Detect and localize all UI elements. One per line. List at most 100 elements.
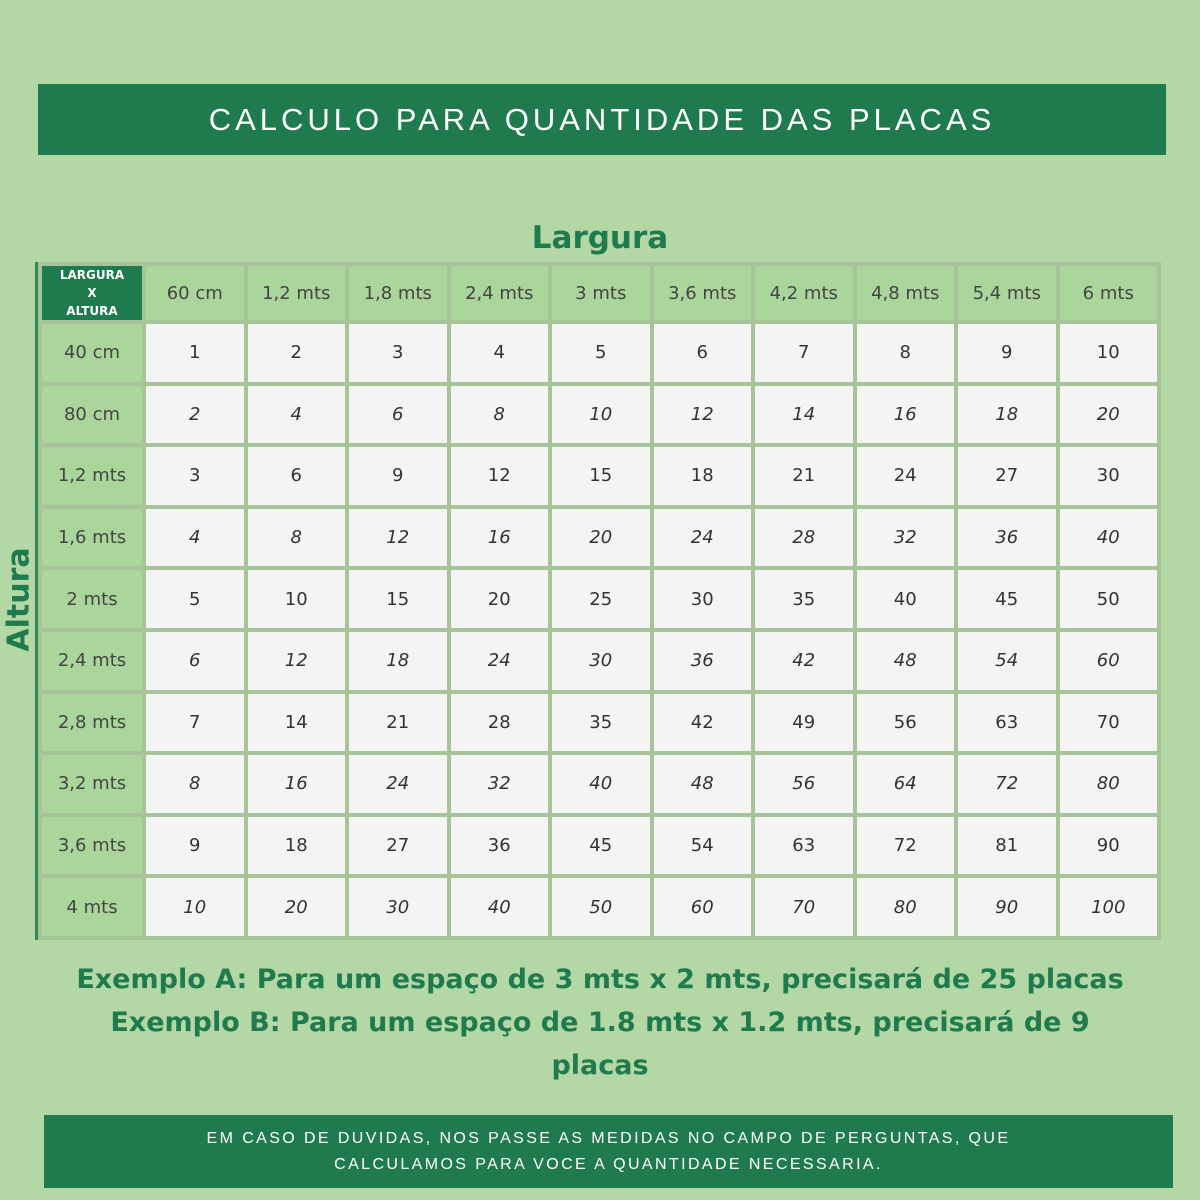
table-cell: 12 — [247, 631, 345, 690]
table-cell: 24 — [450, 631, 548, 690]
row-header: 2 mts — [42, 570, 142, 628]
row-header: 1,6 mts — [42, 508, 142, 567]
table-cell: 64 — [856, 755, 954, 813]
footer-line: CALCULAMOS PARA VOCE A QUANTIDADE NECESS… — [334, 1155, 883, 1173]
table-cell: 42 — [653, 693, 751, 752]
table-cell: 2 — [247, 324, 345, 382]
table-cell: 35 — [755, 570, 853, 628]
table-cell: 60 — [1059, 631, 1157, 690]
table-cell: 8 — [856, 324, 954, 382]
footer-line: EM CASO DE DUVIDAS, NOS PASSE AS MEDIDAS… — [206, 1129, 1011, 1147]
table-cell: 18 — [247, 816, 345, 875]
table-cell: 9 — [958, 324, 1056, 382]
table-cell: 24 — [653, 508, 751, 567]
table-cell: 40 — [450, 878, 548, 936]
table-cell: 27 — [958, 447, 1056, 505]
table-cell: 21 — [349, 693, 447, 752]
table-cell: 54 — [653, 816, 751, 875]
table-cell: 63 — [958, 693, 1056, 752]
table-cell: 1 — [146, 324, 244, 382]
table-row: 40 cm 1 2 3 4 5 6 7 8 9 10 — [42, 324, 1157, 382]
table-cell: 10 — [247, 570, 345, 628]
table-cell: 10 — [552, 385, 650, 444]
table-cell: 4 — [247, 385, 345, 444]
table-cell: 24 — [349, 755, 447, 813]
row-header: 2,8 mts — [42, 693, 142, 752]
table-cell: 81 — [958, 816, 1056, 875]
row-header: 3,6 mts — [42, 816, 142, 875]
row-header: 40 cm — [42, 324, 142, 382]
column-header: 3,6 mts — [653, 266, 751, 320]
table-cell: 16 — [450, 508, 548, 567]
table-row: 4 mts 10 20 30 40 50 60 70 80 90 100 — [42, 878, 1157, 936]
table-cell: 40 — [856, 570, 954, 628]
table-cell: 15 — [349, 570, 447, 628]
table-cell: 90 — [1059, 816, 1157, 875]
column-header: 5,4 mts — [958, 266, 1056, 320]
table-cell: 12 — [450, 447, 548, 505]
table-cell: 30 — [1059, 447, 1157, 505]
table-cell: 50 — [552, 878, 650, 936]
table-cell: 32 — [450, 755, 548, 813]
column-header: 4,8 mts — [856, 266, 954, 320]
table-cell: 30 — [349, 878, 447, 936]
column-header: 60 cm — [146, 266, 244, 320]
corner-line: LARGURA — [59, 268, 125, 282]
table-cell: 7 — [146, 693, 244, 752]
table-cell: 56 — [856, 693, 954, 752]
table-cell: 18 — [349, 631, 447, 690]
table-cell: 9 — [146, 816, 244, 875]
table-cell: 28 — [450, 693, 548, 752]
table-cell: 16 — [856, 385, 954, 444]
column-header: 1,8 mts — [349, 266, 447, 320]
table-cell: 72 — [856, 816, 954, 875]
footer-banner: EM CASO DE DUVIDAS, NOS PASSE AS MEDIDAS… — [44, 1115, 1173, 1188]
table-cell: 21 — [755, 447, 853, 505]
table-cell: 16 — [247, 755, 345, 813]
corner-cell: LARGURA X ALTURA — [42, 266, 142, 320]
table-cell: 6 — [349, 385, 447, 444]
table-cell: 40 — [552, 755, 650, 813]
table-cell: 27 — [349, 816, 447, 875]
table-cell: 35 — [552, 693, 650, 752]
table-cell: 48 — [653, 755, 751, 813]
table-cell: 32 — [856, 508, 954, 567]
table-cell: 45 — [958, 570, 1056, 628]
example-b: Exemplo B: Para um espaço de 1.8 mts x 1… — [110, 1007, 1090, 1081]
height-axis-label: Altura — [1, 547, 37, 652]
table-cell: 2 — [146, 385, 244, 444]
table-cell: 70 — [755, 878, 853, 936]
row-header: 2,4 mts — [42, 631, 142, 690]
width-axis-label: Largura — [531, 220, 669, 256]
examples: Exemplo A: Para um espaço de 3 mts x 2 m… — [0, 958, 1200, 1087]
table-cell: 3 — [146, 447, 244, 505]
table-cell: 40 — [1059, 508, 1157, 567]
table-cell: 6 — [146, 631, 244, 690]
table-cell: 56 — [755, 755, 853, 813]
table-header-row: LARGURA X ALTURA 60 cm 1,2 mts 1,8 mts 2,4 … — [42, 266, 1157, 320]
corner-line: ALTURA — [66, 304, 118, 318]
table-cell: 14 — [247, 693, 345, 752]
table-row: 2,8 mts 7 14 21 28 35 42 49 56 63 70 — [42, 693, 1157, 752]
table-row: 2 mts 5 10 15 20 25 30 35 40 45 50 — [42, 570, 1157, 628]
table-cell: 54 — [958, 631, 1056, 690]
table-cell: 72 — [958, 755, 1056, 813]
table-cell: 20 — [450, 570, 548, 628]
corner-line: X — [87, 286, 97, 300]
table-cell: 6 — [653, 324, 751, 382]
table-cell: 12 — [653, 385, 751, 444]
table-cell: 18 — [653, 447, 751, 505]
table-cell: 12 — [349, 508, 447, 567]
table-cell: 42 — [755, 631, 853, 690]
row-header: 1,2 mts — [42, 447, 142, 505]
table-row: 1,6 mts 4 8 12 16 20 24 28 32 36 40 — [42, 508, 1157, 567]
table-cell: 6 — [247, 447, 345, 505]
table-cell: 8 — [247, 508, 345, 567]
table-cell: 60 — [653, 878, 751, 936]
row-header: 4 mts — [42, 878, 142, 936]
column-header: 4,2 mts — [755, 266, 853, 320]
table-cell: 8 — [146, 755, 244, 813]
table-cell: 80 — [856, 878, 954, 936]
table-row: 1,2 mts 3 6 9 12 15 18 21 24 27 30 — [42, 447, 1157, 505]
row-header: 3,2 mts — [42, 755, 142, 813]
